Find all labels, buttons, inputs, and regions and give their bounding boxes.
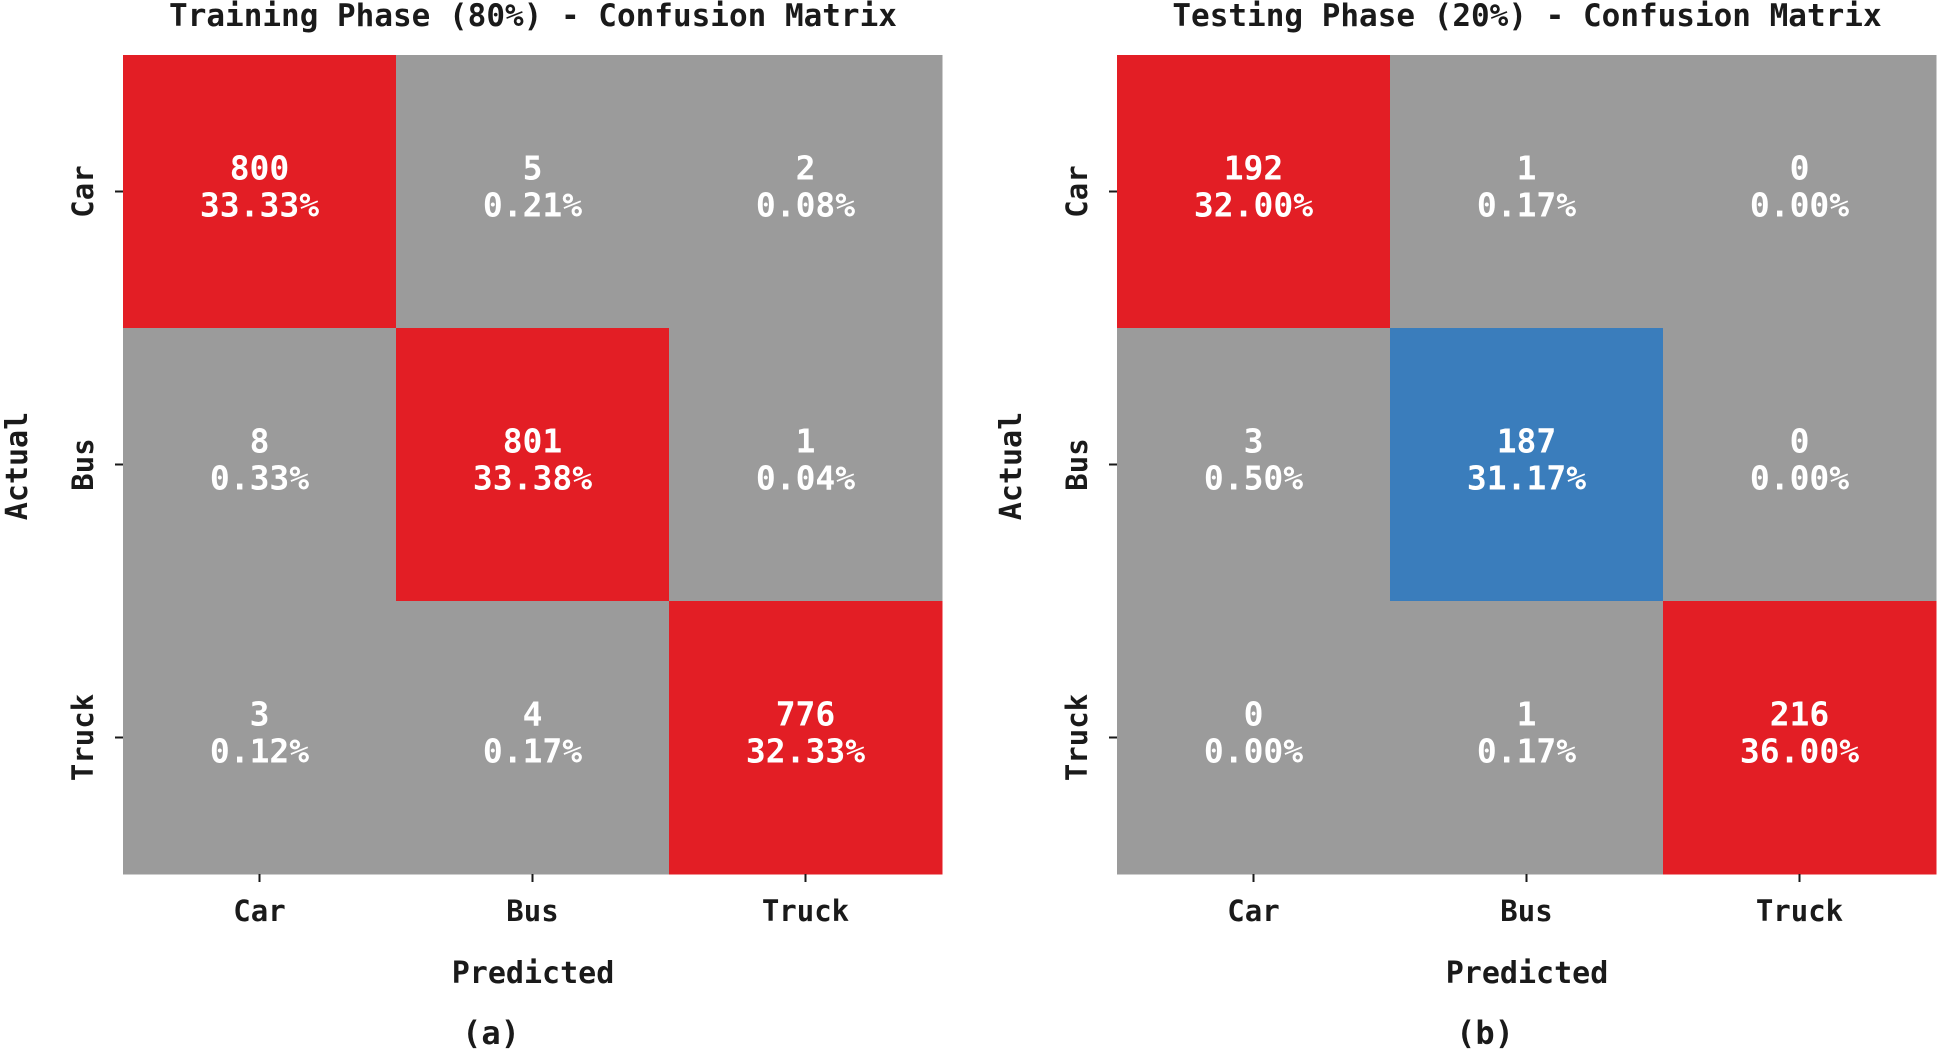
cell-count-label: 0 bbox=[1244, 695, 1264, 734]
y-axis-label: Actual bbox=[994, 412, 1029, 520]
y-tick-label: Bus bbox=[66, 438, 100, 490]
cell-percent-label: 33.33% bbox=[200, 186, 319, 225]
training-confusion-matrix-panel: Training Phase (80%) - Confusion Matrix … bbox=[0, 0, 943, 1052]
heatmap-cell bbox=[1663, 601, 1937, 875]
heatmap-cell bbox=[1390, 601, 1664, 875]
heatmap-cell bbox=[669, 55, 943, 329]
cell-percent-label: 0.04% bbox=[756, 459, 855, 498]
heatmap-cell bbox=[1117, 55, 1391, 329]
cell-count-label: 776 bbox=[776, 695, 836, 734]
cell-percent-label: 0.17% bbox=[483, 732, 582, 771]
x-tick-label: Car bbox=[233, 894, 285, 928]
heatmap-cell bbox=[669, 601, 943, 875]
cell-percent-label: 32.00% bbox=[1194, 186, 1313, 225]
cell-percent-label: 0.00% bbox=[1750, 459, 1849, 498]
x-tick-label: Truck bbox=[762, 894, 849, 928]
cell-percent-label: 0.17% bbox=[1477, 732, 1576, 771]
cell-count-label: 192 bbox=[1224, 149, 1284, 188]
heatmap-cell bbox=[396, 601, 670, 875]
cell-count-label: 4 bbox=[523, 695, 543, 734]
heatmap-cells: 19232.00%10.17%00.00%30.50%18731.17%00.0… bbox=[1117, 55, 1937, 875]
cell-count-label: 0 bbox=[1790, 422, 1810, 461]
panel-caption: (b) bbox=[1456, 1014, 1514, 1052]
heatmap-cell bbox=[1390, 55, 1664, 329]
cell-count-label: 216 bbox=[1770, 695, 1830, 734]
heatmap-cell bbox=[123, 601, 397, 875]
heatmap-cell bbox=[1663, 328, 1937, 602]
x-axis-ticks: Car Bus Truck bbox=[233, 874, 849, 928]
y-tick-label: Car bbox=[66, 165, 100, 217]
cell-percent-label: 36.00% bbox=[1740, 732, 1859, 771]
heatmap-cell bbox=[1663, 55, 1937, 329]
heatmap-cell bbox=[1117, 328, 1391, 602]
heatmap-cell bbox=[1390, 328, 1664, 602]
y-tick-label: Car bbox=[1060, 165, 1094, 217]
y-axis-label: Actual bbox=[0, 412, 35, 520]
heatmap-cell bbox=[123, 328, 397, 602]
cell-percent-label: 0.00% bbox=[1204, 732, 1303, 771]
x-axis-ticks: Car Bus Truck bbox=[1227, 874, 1843, 928]
chart-title: Testing Phase (20%) - Confusion Matrix bbox=[1172, 0, 1881, 34]
cell-count-label: 1 bbox=[796, 422, 816, 461]
cell-percent-label: 0.33% bbox=[210, 459, 309, 498]
x-tick-label: Car bbox=[1227, 894, 1279, 928]
x-axis-label: Predicted bbox=[452, 956, 615, 991]
cell-count-label: 3 bbox=[250, 695, 270, 734]
cell-count-label: 187 bbox=[1497, 422, 1557, 461]
x-tick-label: Bus bbox=[1500, 894, 1552, 928]
cell-count-label: 801 bbox=[503, 422, 563, 461]
testing-confusion-matrix-panel: Testing Phase (20%) - Confusion Matrix 1… bbox=[994, 0, 1937, 1052]
heatmap-cell bbox=[123, 55, 397, 329]
cell-count-label: 1 bbox=[1517, 149, 1537, 188]
y-axis-ticks: Car Bus Truck bbox=[1060, 165, 1117, 781]
x-tick-label: Bus bbox=[506, 894, 558, 928]
cell-percent-label: 33.38% bbox=[473, 459, 592, 498]
heatmap-cell bbox=[669, 328, 943, 602]
cell-count-label: 0 bbox=[1790, 149, 1810, 188]
cell-percent-label: 0.50% bbox=[1204, 459, 1303, 498]
y-axis-ticks: Car Bus Truck bbox=[66, 165, 123, 781]
chart-title: Training Phase (80%) - Confusion Matrix bbox=[169, 0, 897, 34]
cell-percent-label: 0.21% bbox=[483, 186, 582, 225]
cell-count-label: 8 bbox=[250, 422, 270, 461]
heatmap-cell bbox=[396, 55, 670, 329]
x-axis-label: Predicted bbox=[1446, 956, 1609, 991]
cell-count-label: 2 bbox=[796, 149, 816, 188]
cell-percent-label: 32.33% bbox=[746, 732, 865, 771]
panel-caption: (a) bbox=[462, 1014, 520, 1052]
heatmap-cell bbox=[1117, 601, 1391, 875]
cell-percent-label: 0.00% bbox=[1750, 186, 1849, 225]
x-tick-label: Truck bbox=[1756, 894, 1843, 928]
y-tick-label: Truck bbox=[1060, 694, 1094, 781]
cell-count-label: 3 bbox=[1244, 422, 1264, 461]
cell-percent-label: 0.08% bbox=[756, 186, 855, 225]
cell-count-label: 5 bbox=[523, 149, 543, 188]
cell-count-label: 1 bbox=[1517, 695, 1537, 734]
heatmap-cell bbox=[396, 328, 670, 602]
cell-percent-label: 0.12% bbox=[210, 732, 309, 771]
cell-count-label: 800 bbox=[230, 149, 290, 188]
y-tick-label: Bus bbox=[1060, 438, 1094, 490]
cell-percent-label: 31.17% bbox=[1467, 459, 1586, 498]
cell-percent-label: 0.17% bbox=[1477, 186, 1576, 225]
y-tick-label: Truck bbox=[66, 694, 100, 781]
